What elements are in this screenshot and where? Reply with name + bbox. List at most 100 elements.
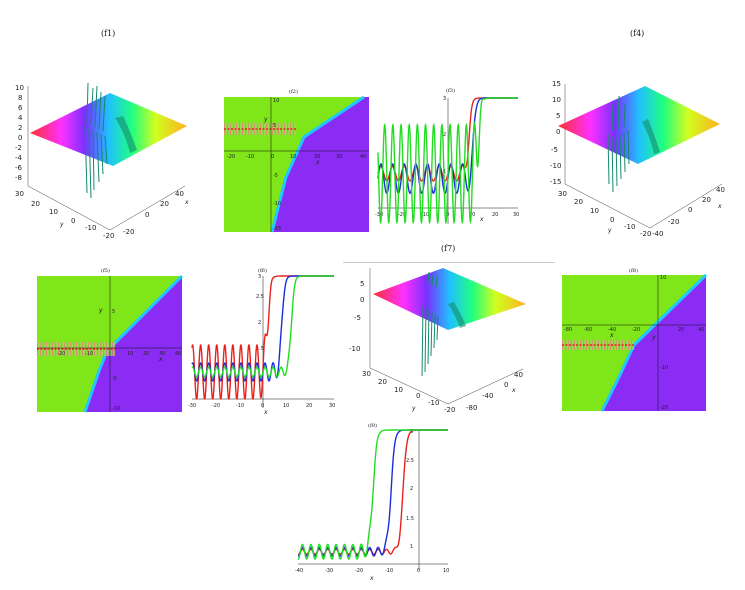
panel-f4: 15 10 5 0 -5 -10 -15 30 20 10 0 -10 -20 … — [550, 74, 735, 238]
surface-plane — [30, 93, 187, 166]
f1-x-label: x — [184, 199, 189, 206]
f7-y-label: y — [411, 405, 416, 412]
f3-x-tick: 10 — [469, 212, 475, 218]
f1-y-label: y — [59, 221, 64, 228]
f2-x-tick: 40 — [360, 154, 366, 160]
f4-x-tick: 20 — [702, 196, 711, 204]
f3-x-tick: -10 — [421, 212, 429, 218]
f2-x-tick: -20 — [227, 154, 235, 160]
f2-x-label: x — [315, 159, 320, 166]
f4-y-tick: 20 — [574, 198, 583, 206]
f1-y-tick: 20 — [31, 200, 40, 208]
f7-x-tick: 40 — [514, 371, 523, 379]
f5-x-tick: 40 — [175, 351, 181, 357]
f5-y-tick: 5 — [112, 309, 115, 315]
f2-y-tick: -10 — [273, 201, 281, 207]
f7-y-tick: 20 — [378, 378, 387, 386]
f3-y-tick: 3 — [443, 96, 446, 102]
f5-y-tick: -10 — [112, 406, 120, 412]
f4-x-tick: -40 — [652, 230, 663, 238]
f2-x-tick: 10 — [290, 154, 296, 160]
panel-label-f5: (f5) — [101, 268, 110, 274]
f6-chart: -30 -20 -10 0 10 20 30 3 2.5 2 1.5 1 x — [188, 274, 335, 416]
panel-label-f2: (f2) — [289, 89, 298, 95]
f1-z-tick: -8 — [15, 174, 22, 182]
f9-x-tick: 0 — [417, 568, 420, 574]
divider — [343, 262, 555, 263]
f2-x-tick: -10 — [246, 154, 254, 160]
f8-y-tick: -20 — [660, 405, 668, 411]
f6-x-tick: -30 — [188, 403, 196, 409]
f9-chart: -40 -30 -20 -10 0 10 3 2.5 2 1.5 1 x — [295, 429, 449, 582]
f3-chart: -30 -20 -10 0 10 20 30 3 2 1 x — [375, 96, 519, 225]
f5-y-label: y — [98, 307, 103, 314]
f7-x-label: x — [511, 387, 516, 394]
f6-x-tick: 0 — [261, 403, 264, 409]
panel-f2: -20 -10 0 10 20 30 40 10 5 -5 -10 -15 x … — [224, 95, 369, 233]
surface-spikes — [607, 95, 630, 193]
f4-y-tick: -20 — [640, 230, 651, 238]
f5-x-tick: 30 — [159, 351, 165, 357]
f1-x-tick: -20 — [123, 228, 134, 236]
f3-y-tick: 1 — [443, 169, 446, 175]
f1-z-tick: 2 — [18, 124, 22, 132]
f7-y-tick: -10 — [428, 399, 439, 407]
f4-y-tick: 10 — [590, 207, 599, 215]
f2-y-tick: 10 — [273, 98, 279, 104]
f2-x-tick: 30 — [336, 154, 342, 160]
f8-x-tick: -40 — [608, 327, 616, 333]
f6-x-tick: 20 — [306, 403, 312, 409]
panel-f7: 5 0 -5 -10 30 20 10 0 -10 -20 40 0 -40 -… — [348, 264, 538, 414]
f4-z-tick: 5 — [556, 112, 560, 120]
f4-x-tick: 0 — [688, 206, 692, 214]
f5-x-label: x — [158, 356, 163, 363]
f4-x-tick: -20 — [668, 218, 679, 226]
panel-label-f8: (f8) — [629, 268, 638, 274]
f1-y-tick: 0 — [71, 217, 75, 225]
purple-region — [602, 275, 706, 411]
f7-y-tick: 30 — [362, 370, 371, 378]
f6-x-tick: 30 — [329, 403, 335, 409]
f4-z-tick: 0 — [556, 128, 560, 136]
panel-label-f9: (f9) — [368, 423, 377, 429]
f9-x-tick: -10 — [385, 568, 393, 574]
f6-x-tick: -10 — [236, 403, 244, 409]
f7-z-tick: -10 — [349, 345, 360, 353]
f7-z-tick: 0 — [360, 296, 364, 304]
f9-x-tick: 10 — [443, 568, 449, 574]
f9-x-label: x — [369, 575, 374, 582]
f4-z-tick: -10 — [550, 162, 561, 170]
panel-f9: -40 -30 -20 -10 0 10 3 2.5 2 1.5 1 x — [292, 428, 452, 582]
f3-y-tick: 2 — [443, 132, 446, 138]
f3-series-line-2 — [377, 97, 518, 225]
f8-x-tick: 20 — [678, 327, 684, 333]
f5-x-tick: -10 — [85, 351, 93, 357]
panel-label-f4: (f4) — [630, 29, 645, 38]
panel-f8: -80 -60 -40 -20 20 40 10 -10 -20 x y — [562, 273, 708, 412]
f7-x-tick: -40 — [482, 392, 493, 400]
f9-x-tick: -20 — [355, 568, 363, 574]
panel-f5: -20 -10 10 20 30 40 5 -5 -10 x y — [37, 274, 184, 413]
f4-y-tick: -10 — [624, 223, 635, 231]
surface-spikes — [421, 271, 439, 377]
f2-y-tick: -15 — [273, 226, 281, 232]
f8-x-tick: 40 — [698, 327, 704, 333]
f3-x-tick: 30 — [513, 212, 519, 218]
f6-y-tick: 1.5 — [256, 346, 264, 352]
f6-x-tick: 10 — [283, 403, 289, 409]
f9-series-line-2 — [297, 429, 448, 560]
f4-x-tick: 40 — [716, 186, 725, 194]
f2-x-tick: 20 — [314, 154, 320, 160]
f1-z-tick: 4 — [18, 114, 23, 122]
purple-region — [272, 97, 369, 232]
f1-y-tick: -20 — [103, 232, 114, 240]
f7-z-tick: 5 — [360, 280, 364, 288]
f4-z-tick: -5 — [551, 146, 558, 154]
surface-plane — [558, 86, 720, 164]
f1-x-tick: 20 — [160, 200, 169, 208]
f1-z-tick: 6 — [18, 104, 23, 112]
surface-plane — [373, 268, 526, 330]
panel-label-f1: (f1) — [101, 29, 116, 38]
surface-spikes — [84, 82, 108, 199]
f7-y-tick: 10 — [394, 386, 403, 394]
